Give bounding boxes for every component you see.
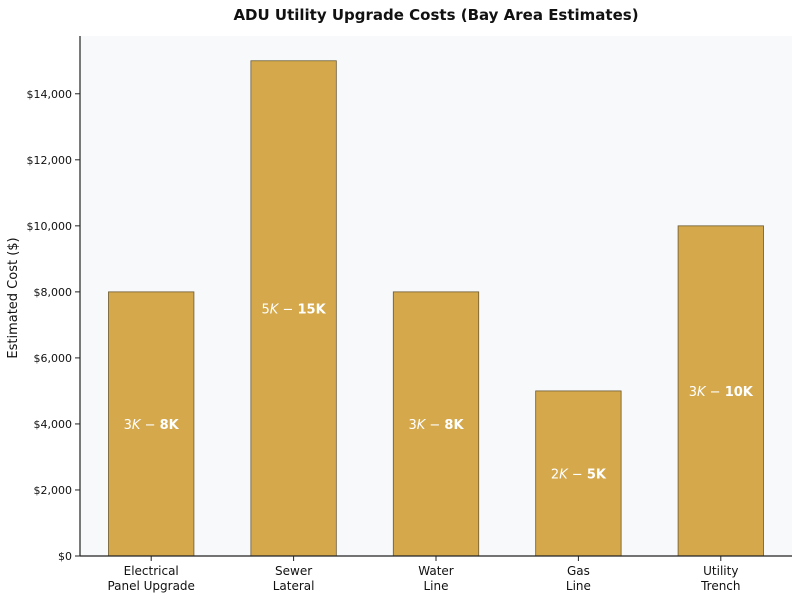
y-tick-label: $10,000: [27, 220, 73, 233]
x-tick-label: Utility: [703, 564, 738, 578]
x-tick-label: Electrical: [124, 564, 179, 578]
bar-value-labels: 3K − 8K 5K − 15K 3K − 8K 2K − 5K 3K − 10K: [124, 302, 754, 482]
y-tick-label: $12,000: [27, 154, 73, 167]
bar: [535, 390, 622, 557]
bar-value-label: 3K − 10K: [689, 385, 754, 400]
x-tick-label: Panel Upgrade: [107, 579, 195, 593]
bar: [392, 291, 480, 557]
bar: [108, 291, 195, 557]
y-tick-label: $2,000: [34, 484, 73, 497]
y-tick-label: $14,000: [27, 88, 73, 101]
bar-value-label: 3K − 8K: [408, 418, 464, 433]
bar: [677, 225, 764, 557]
x-tick-label: Lateral: [273, 579, 315, 593]
x-tick-label: Line: [423, 579, 448, 593]
x-tick-label: Gas: [567, 564, 590, 578]
bars: [108, 60, 764, 557]
bar-value-label: 5K − 15K: [262, 302, 327, 317]
y-tick-label: $0: [58, 550, 72, 563]
bar: [250, 60, 337, 557]
y-tick-label: $4,000: [34, 418, 73, 431]
y-axis-ticks: $0 $2,000 $4,000 $6,000 $8,000 $10,000 $12,000…: [27, 88, 80, 563]
bar-value-label: 2K − 5K: [551, 467, 607, 482]
y-axis-label: Estimated Cost ($): [6, 237, 21, 358]
chart-title: ADU Utility Upgrade Costs (Bay Area Esti…: [233, 6, 638, 24]
x-tick-label: Line: [566, 579, 591, 593]
y-tick-label: $8,000: [34, 286, 73, 299]
x-tick-label: Trench: [700, 579, 740, 593]
bar-value-label: 3K − 8K: [124, 418, 180, 433]
y-tick-label: $6,000: [34, 352, 73, 365]
x-tick-label: Sewer: [275, 564, 312, 578]
x-tick-label: Water: [418, 564, 454, 578]
